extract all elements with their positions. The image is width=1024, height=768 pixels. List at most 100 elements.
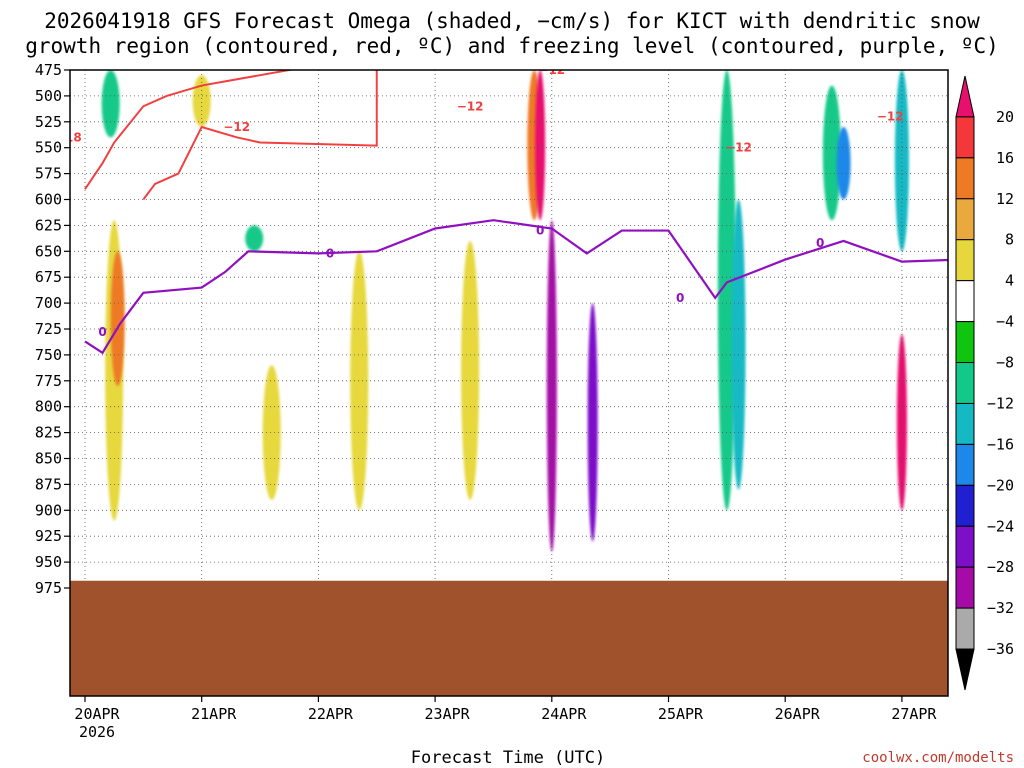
omega-region-6 — [350, 251, 369, 511]
colorbar-label-13: −36 — [987, 640, 1014, 658]
colorbar-label-3: 8 — [1005, 231, 1014, 249]
y-tick-label-13: 800 — [35, 398, 62, 416]
x-axis-title: Forecast Time (UTC) — [411, 748, 605, 768]
colorbar-band-1 — [955, 116, 975, 159]
colorbar-label-11: −28 — [987, 558, 1014, 576]
y-tick-label-12: 775 — [35, 372, 62, 390]
colorbar-band-9 — [955, 443, 975, 486]
omega-region-15 — [836, 126, 851, 200]
omega-region-17 — [894, 70, 909, 252]
omega-region-12 — [717, 70, 736, 511]
colorbar-label-1: 16 — [996, 149, 1014, 167]
y-tick-label-3: 550 — [35, 139, 62, 157]
plot-frame — [69, 69, 949, 697]
y-tick-label-7: 650 — [35, 242, 62, 260]
y-tick-label-11: 750 — [35, 346, 62, 364]
y-tick-label-9: 700 — [35, 294, 62, 312]
y-tick-label-16: 875 — [35, 475, 62, 493]
y-tick-label-6: 625 — [35, 216, 62, 234]
y-tick-label-17: 900 — [35, 501, 62, 519]
y-tick-label-2: 525 — [35, 113, 62, 131]
red-contour-label-3: −12 — [538, 63, 565, 77]
omega-region-14 — [822, 85, 841, 221]
colorbar-label-2: 12 — [996, 190, 1014, 208]
y-tick-label-5: 600 — [35, 191, 62, 209]
y-tick-label-14: 825 — [35, 424, 62, 442]
x-tick-label-6: 26APR — [775, 705, 821, 723]
purple-contour-label-0: 0 — [98, 325, 106, 339]
colorbar-label-9: −20 — [987, 476, 1014, 494]
omega-region-4 — [245, 225, 264, 252]
colorbar-band-2 — [955, 157, 975, 200]
colorbar-top-arrow — [955, 75, 975, 118]
omega-region-2 — [101, 70, 120, 138]
colorbar-label-7: −12 — [987, 394, 1014, 412]
chart-title-line2: growth region (contoured, red, ºC) and f… — [25, 34, 999, 58]
colorbar-band-10 — [955, 484, 975, 527]
x-year-label: 2026 — [79, 723, 115, 741]
red-contour-label-1: −12 — [223, 120, 250, 134]
colorbar-band-7 — [955, 362, 975, 404]
colorbar-label-10: −24 — [987, 517, 1014, 535]
colorbar-bottom-arrow — [955, 648, 975, 691]
omega-shading — [101, 70, 909, 552]
colorbar-band-11 — [955, 525, 975, 568]
red-contour-label-5: −12 — [877, 110, 904, 124]
y-tick-label-15: 850 — [35, 450, 62, 468]
freezing-level-purple-contour — [84, 219, 948, 355]
red-contour-label-2: −12 — [457, 99, 484, 113]
colorbar-band-13 — [955, 607, 975, 650]
y-tick-label-18: 925 — [35, 527, 62, 545]
terrain-fill — [70, 580, 948, 696]
colorbar-label-8: −16 — [987, 435, 1014, 453]
purple-contour-label-2: 0 — [536, 224, 544, 238]
red-contour-label-4: −12 — [725, 141, 752, 155]
omega-region-7 — [461, 240, 480, 500]
purple-contour-label-4: 0 — [816, 236, 824, 250]
colorbar-label-5: −4 — [996, 313, 1014, 331]
y-tick-label-19: 950 — [35, 553, 62, 571]
x-tick-label-7: 27APR — [891, 705, 937, 723]
y-tick-label-20: 975 — [35, 579, 62, 597]
terrain-band — [70, 580, 948, 696]
y-tick-label-0: 475 — [35, 61, 62, 79]
chart-title-line1: 2026041918 GFS Forecast Omega (shaded, −… — [44, 9, 980, 33]
gridlines — [70, 69, 948, 696]
dgz-red-contour — [84, 70, 378, 201]
y-axis: 475 500 525 550 575 600 625 650 675 700 725 750 775 8… — [35, 61, 70, 597]
colorbar-band-3 — [955, 198, 975, 241]
colorbar-band-12 — [955, 566, 975, 609]
omega-region-11 — [587, 303, 598, 542]
x-tick-label-5: 25APR — [658, 705, 704, 723]
colorbar-label-0: 20 — [996, 108, 1014, 126]
colorbar-band-6 — [955, 321, 975, 364]
omega-region-1 — [110, 251, 125, 386]
plot-area: 18 −12 −12 −12 −12 −12 0 0 0 0 0 — [65, 63, 949, 697]
red-contour-label-0: 18 — [65, 130, 82, 144]
y-tick-label-1: 500 — [35, 87, 62, 105]
colorbar-label-4: 4 — [1005, 272, 1014, 290]
colorbar: 20 16 12 8 4 −4 −8 −12 −16 −20 −24 −28 −32 −36 — [955, 75, 1014, 691]
omega-region-5 — [262, 365, 281, 500]
omega-region-9 — [535, 70, 546, 221]
omega-region-3 — [192, 75, 211, 127]
x-tick-label-1: 21APR — [191, 705, 237, 723]
colorbar-label-6: −8 — [996, 354, 1014, 372]
purple-contour-label-3: 0 — [676, 291, 684, 305]
x-axis: 20APR 21APR 22APR 23APR 24APR 25APR 26APR 27APR — [74, 696, 937, 723]
x-tick-label-4: 24APR — [541, 705, 587, 723]
contours: 18 −12 −12 −12 −12 −12 0 0 0 0 0 — [65, 63, 948, 355]
colorbar-label-12: −32 — [987, 599, 1014, 617]
colorbar-band-8 — [955, 402, 975, 445]
x-tick-label-2: 22APR — [308, 705, 354, 723]
y-tick-label-8: 675 — [35, 268, 62, 286]
purple-contour-label-1: 0 — [326, 246, 334, 260]
colorbar-band-5 — [955, 280, 975, 323]
colorbar-band-4 — [955, 239, 975, 282]
credit-label: coolwx.com/modelts — [862, 750, 1014, 766]
x-tick-label-0: 20APR — [74, 705, 120, 723]
x-tick-label-3: 23APR — [425, 705, 471, 723]
omega-region-13 — [731, 199, 746, 490]
y-tick-label-4: 575 — [35, 165, 62, 183]
